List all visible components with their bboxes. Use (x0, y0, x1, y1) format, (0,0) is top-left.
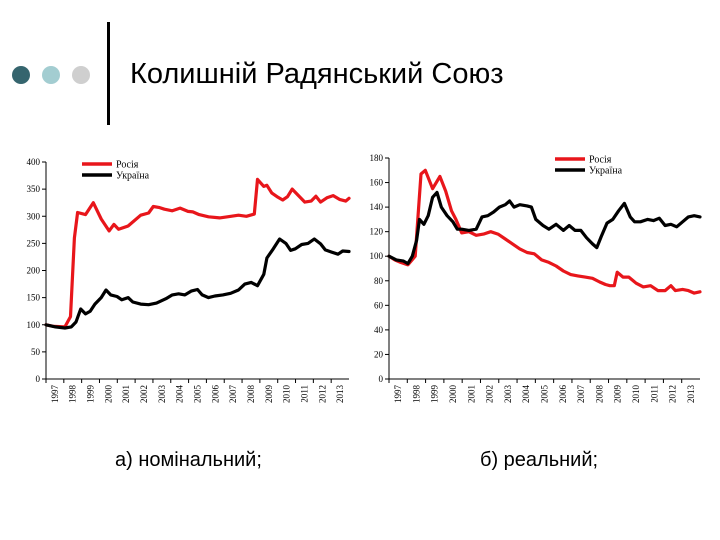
x-tick-label: 2005 (193, 385, 203, 404)
x-tick-label: 2002 (139, 385, 149, 403)
chart-nominal: 0 50 100 150 200 250 300 350 400 1997 1998 1999 2000… (27, 157, 351, 404)
y-tick-label: 400 (27, 157, 41, 167)
x-tick-label: 1999 (86, 385, 96, 404)
legend-label-russia: Росія (116, 160, 139, 171)
x-tick-label: 2007 (576, 385, 586, 404)
x-tick-label: 1997 (50, 385, 60, 404)
x-tick-label: 2011 (299, 385, 309, 403)
decorative-dot-grey (72, 66, 90, 84)
series-line-russia (44, 177, 351, 329)
caption-nominal: а) номінальний; (115, 449, 262, 471)
x-tick-label: 2004 (175, 385, 185, 404)
x-tick-label: 2003 (157, 385, 167, 404)
x-tick-label: 2009 (613, 385, 623, 404)
y-tick-label: 80 (374, 276, 384, 286)
decorative-dot-dark (12, 66, 30, 84)
y-tick-label: 300 (27, 211, 41, 221)
x-tick-label: 2005 (540, 385, 550, 404)
x-tick-label: 2009 (264, 385, 274, 404)
x-tick-label: 2003 (503, 385, 513, 404)
y-tick-label: 100 (370, 251, 384, 261)
x-tick-label: 1998 (68, 385, 78, 404)
x-tick-label: 2012 (668, 385, 678, 403)
y-tick-label: 160 (370, 178, 384, 188)
y-tick-label: 180 (370, 153, 384, 163)
chart-real: 0 20 40 60 80 100 120 140 160 180 1997 1998 1999 2000… (370, 153, 702, 404)
decorative-dots (12, 66, 96, 84)
x-tick-label: 2008 (594, 385, 604, 404)
x-tick-label: 2001 (466, 385, 476, 403)
x-tick-label: 2010 (631, 385, 641, 404)
y-tick-label: 350 (27, 184, 41, 194)
y-tick-label: 0 (36, 374, 41, 384)
page-title: Колишній Радянський Союз (130, 58, 504, 90)
x-tick-label: 2001 (121, 385, 131, 403)
x-tick-label: 2013 (686, 385, 696, 404)
legend-label-russia: Росія (589, 155, 612, 166)
x-tick-label: 2007 (228, 385, 238, 404)
x-tick-label: 2000 (103, 385, 113, 404)
y-tick-label: 150 (27, 293, 41, 303)
x-tick-label: 2010 (282, 385, 292, 404)
legend-label-ukraine: Україна (116, 171, 150, 182)
y-tick-label: 100 (27, 320, 41, 330)
x-tick-label: 2004 (521, 385, 531, 404)
y-tick-label: 0 (379, 374, 384, 384)
x-tick-label: 1997 (393, 385, 403, 404)
decorative-dot-teal (42, 66, 60, 84)
x-tick-label: 2008 (246, 385, 256, 404)
x-tick-label: 2006 (210, 385, 220, 404)
x-tick-label: 2011 (649, 385, 659, 403)
x-tick-label: 2006 (558, 385, 568, 404)
x-tick-label: 1999 (430, 385, 440, 404)
x-tick-label: 2002 (485, 385, 495, 403)
y-tick-label: 60 (374, 300, 384, 310)
title-divider (107, 22, 110, 125)
x-tick-label: 2013 (335, 385, 345, 404)
x-tick-label: 1998 (411, 385, 421, 404)
y-tick-label: 120 (370, 227, 384, 237)
y-tick-label: 250 (27, 238, 41, 248)
y-tick-label: 140 (370, 202, 384, 212)
x-tick-label: 2000 (448, 385, 458, 404)
y-tick-label: 200 (27, 266, 41, 276)
series-line-ukraine (387, 190, 702, 266)
x-tick-label: 2012 (317, 385, 327, 403)
y-tick-label: 40 (374, 325, 384, 335)
y-tick-label: 20 (374, 349, 384, 359)
series-line-ukraine (44, 237, 351, 330)
series-line-russia (387, 168, 702, 295)
y-tick-label: 50 (31, 347, 41, 357)
legend-label-ukraine: Україна (589, 166, 623, 177)
caption-real: б) реальний; (480, 449, 599, 471)
